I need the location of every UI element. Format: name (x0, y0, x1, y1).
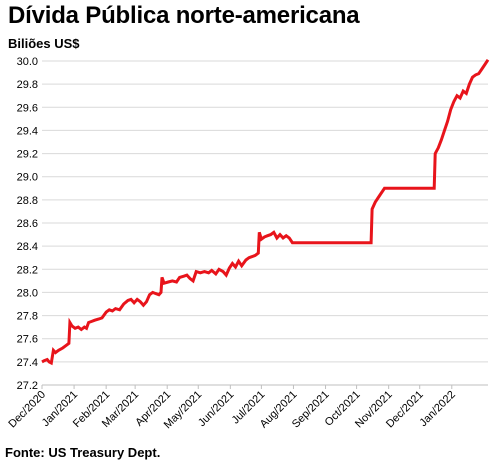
chart-title: Dívida Pública norte-americana (8, 2, 360, 29)
x-tick-label: Jun/2021 (196, 389, 236, 429)
y-tick-label: 29.0 (17, 172, 38, 184)
y-tick-label: 29.8 (17, 79, 38, 91)
y-tick-label: 28.0 (17, 287, 38, 299)
y-tick-label: 27.6 (17, 334, 38, 346)
y-tick-label: 28.4 (17, 241, 38, 253)
y-tick-label: 30.0 (17, 56, 38, 68)
y-tick-label: 29.6 (17, 102, 38, 114)
y-tick-label: 29.2 (17, 149, 38, 161)
x-tick-label: Jan/2022 (417, 389, 457, 429)
y-tick-label: 28.2 (17, 264, 38, 276)
debt-series-line (41, 58, 490, 366)
y-tick-label: 27.2 (17, 380, 38, 392)
y-tick-label: 27.4 (17, 357, 38, 369)
series-layer (41, 58, 490, 366)
gridlines (42, 60, 488, 386)
y-axis-unit-label: Biliões US$ (8, 36, 80, 51)
source-note: Fonte: US Treasury Dept. (5, 445, 161, 460)
y-axis: 27.2 27.4 27.6 27.8 28.0 28.2 28.4 28.6 28.8 29.0… (17, 56, 38, 392)
x-axis: Dec/2020Jan/2021Feb/2021Mar/2021Apr/2021… (6, 384, 488, 431)
y-tick-label: 28.6 (17, 218, 38, 230)
y-tick-label: 29.4 (17, 125, 38, 137)
y-tick-label: 27.8 (17, 311, 38, 323)
y-tick-label: 28.8 (17, 195, 38, 207)
